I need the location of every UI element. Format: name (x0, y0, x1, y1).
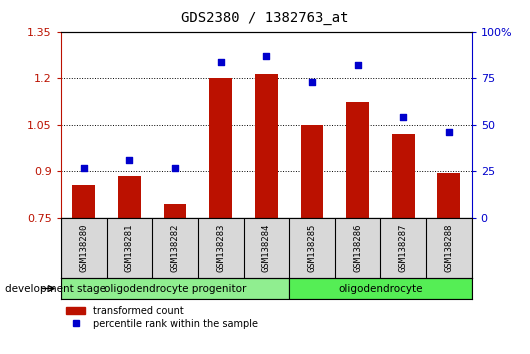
Text: GSM138287: GSM138287 (399, 224, 408, 272)
Point (80, 165, 88, 170)
Bar (392, 134, 414, 218)
Point (354, 62, 362, 68)
Text: development stage: development stage (5, 284, 107, 293)
Text: GSM138283: GSM138283 (216, 224, 225, 272)
Bar (164, 204, 187, 218)
Bar (289, 278, 472, 299)
Point (445, 129, 453, 135)
Bar (255, 74, 278, 218)
Bar (209, 78, 232, 218)
Text: GDS2380 / 1382763_at: GDS2380 / 1382763_at (181, 11, 349, 25)
Bar (61, 278, 289, 299)
Text: GSM138281: GSM138281 (125, 224, 134, 272)
Legend: transformed count, percentile rank within the sample: transformed count, percentile rank withi… (66, 306, 258, 329)
Text: GSM138288: GSM138288 (444, 224, 453, 272)
Bar (301, 125, 323, 218)
Point (399, 115, 408, 120)
Bar (118, 176, 141, 218)
Point (171, 165, 179, 170)
Bar (73, 185, 95, 218)
Bar (346, 102, 369, 218)
Point (308, 79, 316, 85)
Text: oligodendrocyte progenitor: oligodendrocyte progenitor (104, 284, 246, 293)
Point (125, 157, 134, 163)
Bar (437, 173, 460, 218)
Text: GSM138286: GSM138286 (353, 224, 362, 272)
Text: GSM138284: GSM138284 (262, 224, 271, 272)
Text: GSM138280: GSM138280 (80, 224, 89, 272)
Text: oligodendrocyte: oligodendrocyte (338, 284, 422, 293)
Point (262, 53, 270, 59)
Text: GSM138282: GSM138282 (171, 224, 180, 272)
Text: GSM138285: GSM138285 (307, 224, 316, 272)
Point (216, 59, 225, 64)
